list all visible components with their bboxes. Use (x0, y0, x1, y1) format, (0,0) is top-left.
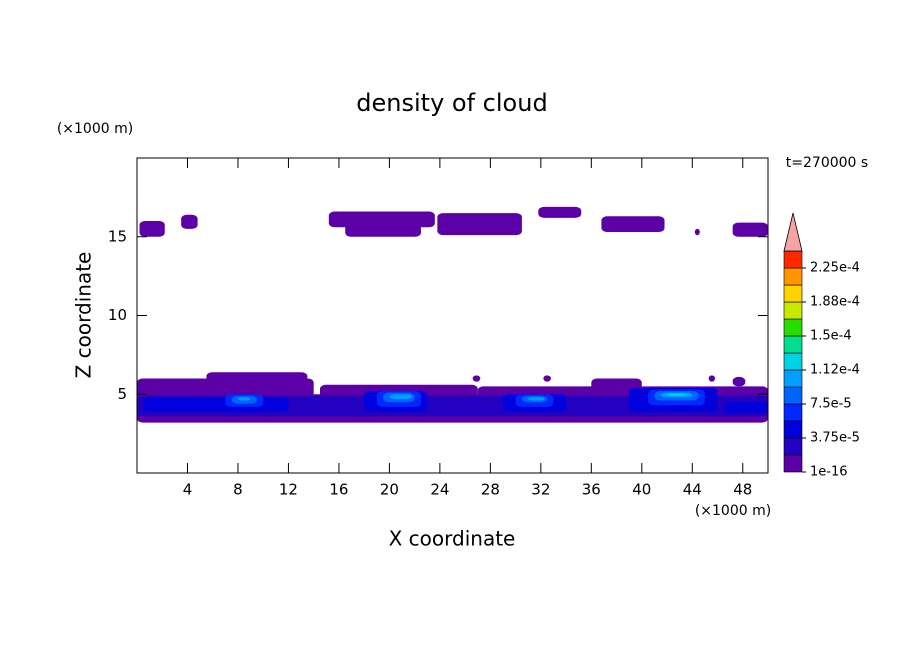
x-tick-label: 48 (733, 481, 752, 499)
y-tick-label: 15 (108, 227, 127, 245)
x-tick-label: 32 (531, 481, 550, 499)
colorbar-band (783, 369, 803, 388)
y-tick-label: 10 (108, 306, 127, 324)
x-tick-label: 16 (329, 481, 348, 499)
contour-region (181, 214, 198, 229)
contour-region (591, 378, 642, 395)
colorbar-extension (783, 212, 803, 252)
x-tick-label: 24 (430, 481, 449, 499)
contour-region (543, 375, 551, 382)
colorbar-band (783, 335, 803, 354)
colorbar-tick-label: 3.75e-5 (810, 431, 860, 446)
contour-region (732, 222, 768, 237)
contour-region (732, 376, 746, 387)
x-tick-label: 4 (183, 481, 193, 499)
colorbar-band (783, 386, 803, 405)
x-unit: (×1000 m) (695, 503, 771, 519)
x-tick-label: 28 (481, 481, 500, 499)
contour-region (237, 397, 251, 401)
colorbar-tick-label: 1.88e-4 (810, 295, 860, 310)
field (137, 206, 768, 423)
x-tick-label: 40 (632, 481, 651, 499)
contour-region (472, 375, 481, 382)
colorbar-band (783, 420, 803, 439)
colorbar-tick-label: 2.25e-4 (810, 261, 860, 276)
colorbar-band (783, 454, 803, 473)
colorbar-band (783, 318, 803, 337)
y-axis-title: Z coordinate (72, 252, 96, 379)
colorbar-tick-label: 1.12e-4 (810, 363, 860, 378)
contour-region (437, 213, 522, 236)
y-unit: (×1000 m) (57, 121, 133, 137)
contour-region (328, 211, 435, 228)
contour-region (389, 394, 413, 399)
colorbar-band (783, 250, 803, 269)
contour-region (708, 375, 715, 382)
colorbar-band (783, 267, 803, 286)
x-tick-label: 44 (683, 481, 702, 499)
colorbar-tick-label: 1e-16 (810, 465, 848, 480)
colorbar-band (783, 437, 803, 456)
y-tick-label: 5 (117, 385, 127, 403)
x-tick-label: 12 (279, 481, 298, 499)
chart-title: density of cloud (356, 89, 547, 117)
contour-region (139, 221, 165, 237)
contour-region (206, 372, 308, 392)
contour-region (137, 395, 768, 417)
colorbar-band (783, 352, 803, 371)
contour-region (345, 224, 421, 237)
contour-region (601, 216, 665, 233)
x-tick-label: 36 (582, 481, 601, 499)
x-axis-title: X coordinate (389, 527, 516, 551)
x-tick-label: 20 (380, 481, 399, 499)
contour-region (143, 397, 289, 412)
annotation: t=270000 s (786, 155, 868, 171)
contour-region (723, 402, 768, 414)
contour-region (528, 397, 545, 401)
contour-region (667, 393, 686, 396)
colorbar-band (783, 403, 803, 422)
colorbar-band (783, 284, 803, 303)
colorbar-band (783, 301, 803, 320)
x-tick-label: 8 (233, 481, 243, 499)
contour-region (538, 206, 582, 218)
colorbar-tick-label: 1.5e-4 (810, 329, 852, 344)
contour-region (694, 228, 700, 236)
colorbar-tick-label: 7.5e-5 (810, 397, 852, 412)
